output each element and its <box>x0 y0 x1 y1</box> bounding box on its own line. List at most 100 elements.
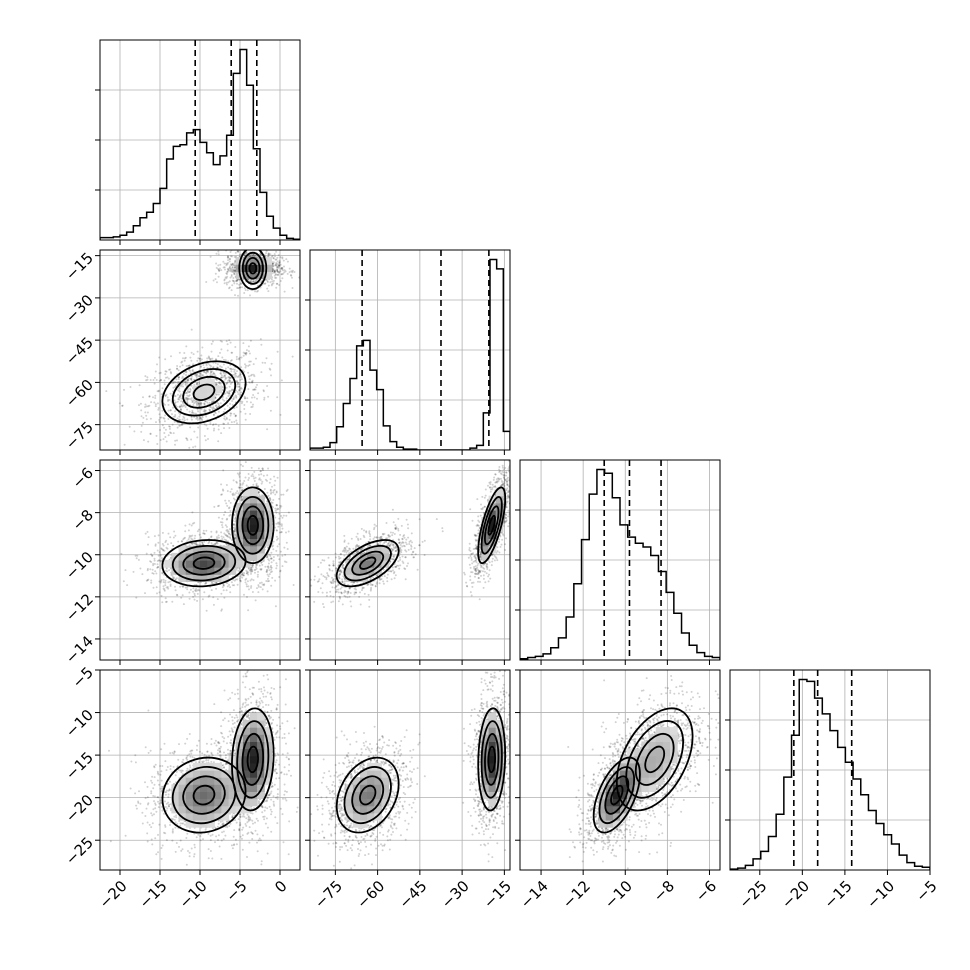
sample-point <box>225 589 228 592</box>
sample-point <box>123 388 125 391</box>
sample-point <box>281 256 284 259</box>
sample-point <box>144 592 146 595</box>
sample-point <box>233 420 236 423</box>
density-cell <box>242 502 251 511</box>
sample-point <box>183 380 186 383</box>
sample-point <box>219 263 222 266</box>
sample-point <box>270 284 273 287</box>
sample-point <box>142 416 145 419</box>
sample-point <box>276 256 279 259</box>
sample-point <box>238 475 241 478</box>
sample-point <box>194 590 197 593</box>
sample-point <box>225 382 228 385</box>
sample-point <box>145 405 148 408</box>
sample-point <box>256 573 259 576</box>
sample-point <box>254 254 257 257</box>
sample-point <box>191 538 194 541</box>
sample-point <box>142 439 145 442</box>
sample-point <box>233 412 236 415</box>
sample-point <box>245 251 248 254</box>
density-cell <box>221 567 230 575</box>
sample-point <box>231 388 233 391</box>
sample-point <box>262 469 264 472</box>
sample-point <box>160 557 163 559</box>
sample-point <box>229 394 232 397</box>
sample-point <box>392 546 395 548</box>
sample-point <box>405 538 408 541</box>
sample-point <box>279 506 282 509</box>
sample-point <box>178 415 181 418</box>
sample-point <box>231 266 234 269</box>
sample-point <box>266 577 269 580</box>
sample-point <box>281 554 284 557</box>
sample-point <box>232 277 235 279</box>
sample-point <box>199 416 202 419</box>
sample-point <box>230 275 233 278</box>
sample-point <box>224 533 227 536</box>
sample-point <box>292 584 295 586</box>
sample-point <box>247 573 250 576</box>
sample-point <box>172 406 174 409</box>
sample-point <box>231 266 234 268</box>
sample-point <box>191 534 194 537</box>
sample-point <box>246 570 249 573</box>
sample-point <box>196 599 199 602</box>
sample-point <box>176 365 179 367</box>
sample-point <box>260 470 262 472</box>
sample-point <box>276 269 279 272</box>
sample-point <box>181 360 184 363</box>
sample-point <box>257 392 260 395</box>
sample-point <box>217 505 219 508</box>
sample-point <box>215 581 218 584</box>
sample-point <box>203 435 206 437</box>
sample-point <box>223 596 226 599</box>
sample-point <box>157 390 160 393</box>
sample-point <box>227 507 230 510</box>
density-cell <box>178 567 187 575</box>
density-cell <box>192 552 201 561</box>
sample-point <box>260 561 263 564</box>
sample-point <box>409 539 412 542</box>
sample-point <box>166 547 169 550</box>
sample-point <box>181 405 184 408</box>
sample-point <box>227 366 230 369</box>
sample-point <box>333 573 336 576</box>
sample-point <box>234 374 237 377</box>
sample-point <box>227 268 230 271</box>
sample-point <box>191 409 194 412</box>
sample-point <box>228 506 231 509</box>
sample-point <box>145 579 148 582</box>
sample-point <box>386 580 389 583</box>
sample-point <box>209 372 212 375</box>
sample-point <box>272 279 275 282</box>
sample-point <box>266 555 269 558</box>
sample-point <box>352 547 355 550</box>
sample-point <box>190 457 192 459</box>
sample-point <box>191 401 194 404</box>
sample-point <box>272 262 274 265</box>
sample-point <box>227 261 229 264</box>
sample-point <box>204 400 207 403</box>
sample-point <box>277 508 280 511</box>
axes-frame <box>309 249 511 451</box>
sample-point <box>273 475 276 478</box>
sample-point <box>273 270 276 273</box>
density-cell <box>264 510 272 518</box>
sample-point <box>162 578 165 581</box>
sample-point <box>201 541 204 544</box>
sample-point <box>272 271 275 274</box>
sample-point <box>253 458 255 460</box>
sample-point <box>249 245 251 247</box>
sample-point <box>365 530 368 533</box>
sample-point <box>264 241 266 243</box>
sample-point <box>279 550 282 553</box>
sample-point <box>158 356 161 359</box>
sample-point <box>174 534 177 537</box>
sample-point <box>275 538 278 541</box>
sample-point <box>401 537 404 540</box>
sample-point <box>239 482 242 485</box>
sample-point <box>247 371 250 374</box>
sample-point <box>278 262 281 264</box>
sample-point <box>285 514 288 517</box>
sample-point <box>269 557 272 560</box>
